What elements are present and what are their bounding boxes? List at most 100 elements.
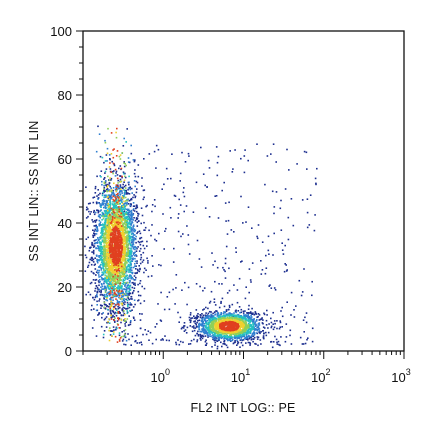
event-dot [87,264,90,267]
event-dot [112,263,115,265]
event-dot [249,320,252,323]
event-dot [205,331,208,334]
event-dot [106,221,109,223]
event-dot [102,213,104,216]
event-dot [216,266,219,269]
event-dot [177,217,179,219]
event-dot [123,214,126,217]
event-dot [120,190,123,193]
event-dot [128,231,131,233]
event-dot [96,300,98,303]
event-dot [104,181,107,184]
event-dot [184,329,187,331]
event-dot [98,133,101,135]
event-dot [126,202,128,204]
event-dot [213,322,215,324]
event-dot [102,203,105,206]
event-dot [125,245,127,248]
event-dot [124,301,126,303]
event-dot [135,255,138,257]
event-dot [147,260,149,262]
event-dot [105,237,107,240]
event-dot [106,160,108,162]
event-dot [136,260,138,262]
event-dot [121,272,123,275]
event-dot [140,236,143,239]
event-dot [116,265,119,267]
event-dot [112,172,114,175]
event-dot [126,255,128,257]
event-dot [146,245,148,247]
event-dot [132,257,134,259]
event-dot [95,295,97,297]
event-dot [137,164,140,166]
event-dot [132,243,134,245]
event-dot [242,335,245,337]
event-dot [258,314,261,316]
event-dot [247,206,250,208]
event-dot [91,257,93,259]
event-dot [104,190,107,192]
event-dot [126,310,128,312]
event-dot [105,281,107,283]
event-dot [253,319,255,321]
event-dot [247,324,250,326]
event-dot [103,234,106,236]
event-dot [286,269,288,271]
event-dot [266,309,268,312]
event-dot [271,346,274,349]
event-dot [211,317,214,320]
event-dot [246,327,249,329]
event-dot [99,275,102,278]
event-dot [151,224,153,226]
event-dot [105,180,107,182]
event-dot [207,329,209,331]
event-dot [211,315,213,318]
event-dot [166,296,169,298]
event-dot [134,234,136,236]
event-dot [135,268,137,270]
event-dot [94,187,97,190]
event-dot [193,329,196,332]
event-dot [100,248,103,251]
event-dot [108,237,111,239]
event-dot [258,322,261,324]
event-dot [111,294,114,296]
event-dot [125,239,128,242]
event-dot [249,279,252,281]
event-dot [117,200,119,203]
event-dot [125,291,127,293]
event-dot [126,216,129,218]
event-dot [98,255,101,257]
event-dot [205,312,207,314]
event-dot [228,338,231,340]
event-dot [129,286,131,288]
event-dot [107,184,109,187]
event-dot [134,279,137,281]
event-dot [90,246,92,249]
event-dot [105,259,107,261]
event-dot [203,324,205,327]
event-dot [226,332,229,334]
event-dot [124,249,126,251]
event-dot [238,332,241,335]
event-dot [134,265,136,267]
event-dot [99,259,102,261]
event-dot [92,252,95,255]
event-dot [134,260,137,263]
event-dot [254,322,256,324]
event-dot [104,265,106,267]
event-dot [127,188,129,191]
event-dot [121,228,123,230]
event-dot [187,243,190,246]
event-dot [220,337,223,340]
event-dot [122,219,124,221]
event-dot [107,308,109,311]
event-dot [132,253,135,256]
event-dot [123,206,126,208]
event-dot [237,310,240,312]
event-dot [249,327,251,330]
event-dot [137,215,139,217]
event-dot [228,201,230,204]
event-dot [252,323,254,326]
